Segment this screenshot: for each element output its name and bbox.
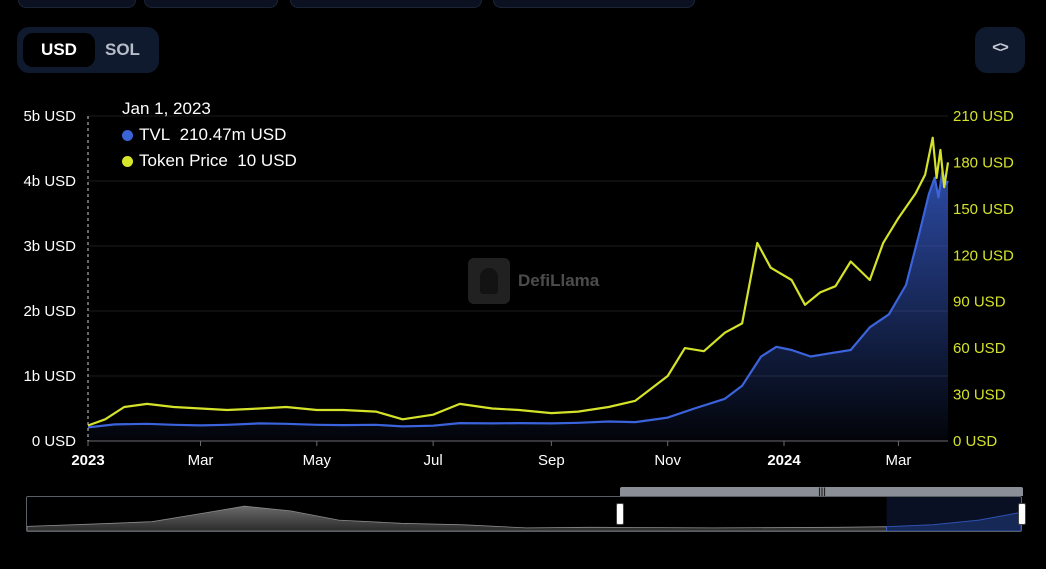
y-right-tick-label: 180 USD (953, 154, 1014, 171)
overview-area-unselected (26, 505, 887, 532)
tooltip-price-row: Token Price 10 USD (122, 148, 297, 174)
y-right-tick-label: 30 USD (953, 387, 1006, 404)
range-grip-icon[interactable]: ||| (818, 486, 826, 496)
y-left-tick-label: 5b USD (23, 108, 76, 125)
code-icon: <> (992, 39, 1009, 56)
range-slider (26, 496, 1022, 532)
y-right-tick-label: 60 USD (953, 340, 1006, 357)
tvl-series-line (87, 170, 949, 429)
llama-logo-icon (468, 258, 510, 304)
x-tick-label: 2023 (71, 452, 104, 469)
range-end-handle[interactable] (1018, 503, 1026, 525)
y-left-tick-label: 2b USD (23, 303, 76, 320)
x-tick-label: Mar (885, 452, 911, 469)
denomination-toggle: USD SOL (17, 27, 159, 73)
y-left-tick-label: 0 USD (32, 433, 76, 450)
y-right-tick-label: 120 USD (953, 247, 1014, 264)
tooltip-price-value: 10 USD (237, 151, 297, 170)
range-start-handle[interactable] (616, 503, 624, 525)
x-tick-label: May (303, 452, 332, 469)
y-left-tick-label: 1b USD (23, 368, 76, 385)
y-right-tick-label: 150 USD (953, 201, 1014, 218)
tooltip-date: Jan 1, 2023 (122, 99, 211, 118)
x-tick-label: Nov (654, 452, 681, 469)
token-price-series-line (87, 136, 950, 427)
defillama-watermark: DefiLlama (468, 256, 599, 306)
chart-tooltip: Jan 1, 2023 TVL 210.47m USD Token Price … (122, 96, 297, 174)
overview-selection-window (886, 497, 1021, 531)
y-right-tick-label: 0 USD (953, 433, 997, 450)
tooltip-tvl-row: TVL 210.47m USD (122, 122, 297, 148)
x-tick-label: Jul (424, 452, 443, 469)
watermark-text: DefiLlama (518, 271, 600, 290)
usd-toggle-option[interactable]: USD (23, 33, 95, 67)
y-left-tick-label: 4b USD (23, 173, 76, 190)
y-left-tick-label: 3b USD (23, 238, 76, 255)
tooltip-tvl-value: 210.47m USD (179, 125, 287, 144)
x-tick-label: Sep (538, 452, 565, 469)
tooltip-price-label: Token Price (139, 151, 228, 170)
tvl-legend-dot (122, 130, 133, 141)
tooltip-tvl-label: TVL (139, 125, 171, 144)
y-right-tick-label: 90 USD (953, 294, 1006, 311)
x-tick-label: 2024 (767, 452, 801, 469)
x-tick-label: Mar (188, 452, 214, 469)
range-slider-bar[interactable] (620, 487, 1023, 496)
price-legend-dot (122, 156, 133, 167)
sol-toggle-option[interactable]: SOL (105, 40, 140, 59)
tvl-area (88, 171, 948, 442)
embed-code-button[interactable]: <> (975, 27, 1025, 73)
y-right-tick-label: 210 USD (953, 108, 1014, 125)
